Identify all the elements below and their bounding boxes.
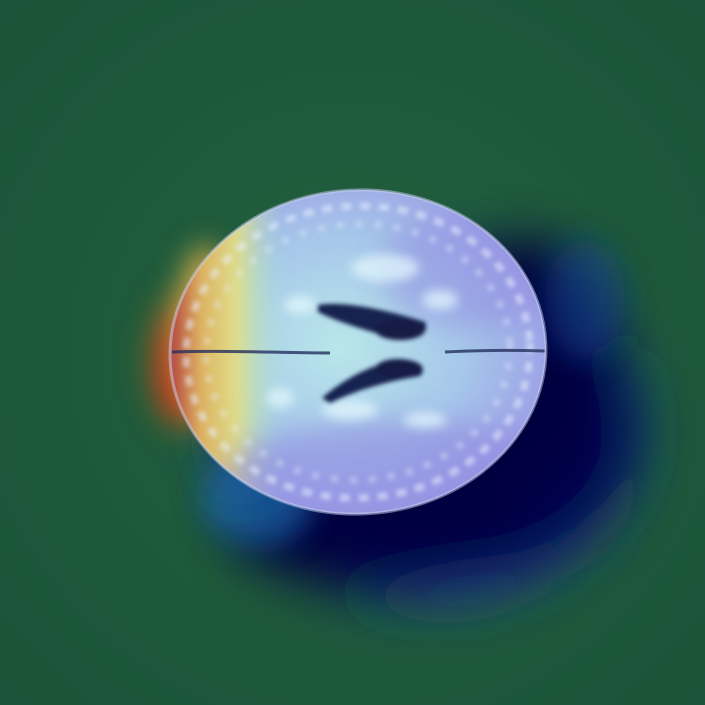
cool-rim: [203, 240, 625, 545]
lesion-patches: [266, 254, 458, 428]
midline-fissure: [171, 348, 546, 355]
cortex-folds: [182, 202, 534, 502]
ventricles: [318, 303, 427, 403]
